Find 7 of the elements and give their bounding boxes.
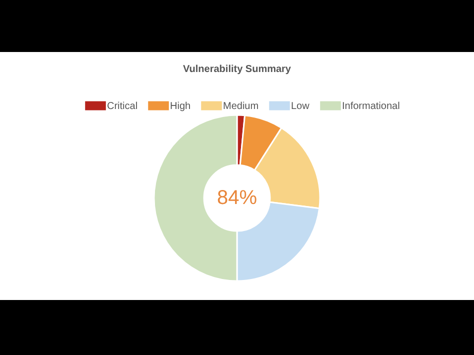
legend-label: Low bbox=[291, 100, 310, 112]
chart-title: Vulnerability Summary bbox=[183, 64, 292, 75]
legend-label: Critical bbox=[107, 100, 138, 112]
legend-label: Medium bbox=[223, 100, 259, 112]
legend-label: Informational bbox=[342, 100, 400, 112]
legend-label: High bbox=[170, 100, 191, 112]
text: 84% bbox=[216, 187, 258, 209]
